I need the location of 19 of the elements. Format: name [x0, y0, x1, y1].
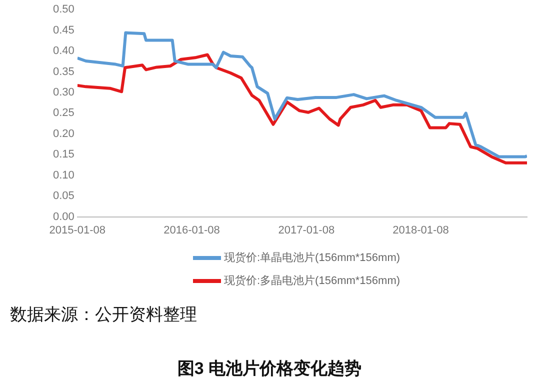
y-tick-label: 0.15 — [52, 148, 74, 161]
y-tick-label: 0.50 — [52, 4, 74, 16]
y-tick-label: 0.25 — [52, 107, 74, 120]
y-tick-label: 0.30 — [52, 86, 74, 99]
y-tick-label: 0.20 — [52, 128, 74, 140]
y-tick-label: 0.35 — [52, 66, 74, 78]
x-tick-label: 2017-01-08 — [278, 224, 335, 236]
source-note: 数据来源：公开资料整理 — [10, 304, 197, 326]
y-tick-label: 0.05 — [52, 190, 74, 202]
y-tick-label: 0.00 — [52, 210, 74, 223]
legend-label: 现货价:单晶电池片(156mm*156mm) — [224, 251, 400, 265]
y-tick-label: 0.45 — [52, 24, 74, 36]
y-tick-label: 0.10 — [52, 169, 74, 182]
legend-label: 现货价:多晶电池片(156mm*156mm) — [224, 274, 400, 288]
text: 图3 电池片价格变化趋势 — [176, 358, 363, 380]
x-tick-label: 2015-01-08 — [49, 224, 106, 236]
y-tick-label: 0.40 — [52, 45, 74, 58]
x-tick-label: 2016-01-08 — [164, 224, 220, 236]
x-tick-label: 2018-01-08 — [392, 224, 449, 236]
